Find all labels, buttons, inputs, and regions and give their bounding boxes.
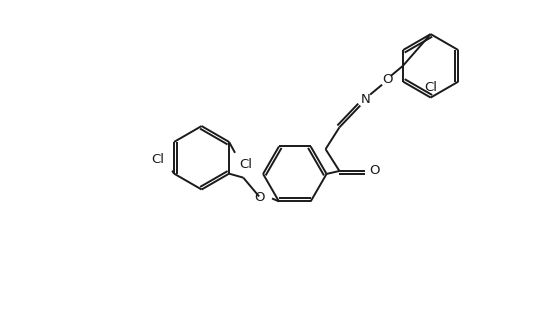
Text: O: O xyxy=(255,191,265,204)
Text: Cl: Cl xyxy=(424,81,437,94)
Text: N: N xyxy=(360,93,370,106)
Text: O: O xyxy=(382,73,392,86)
Text: Cl: Cl xyxy=(239,158,252,171)
Text: Cl: Cl xyxy=(151,153,164,166)
Text: O: O xyxy=(369,165,380,177)
